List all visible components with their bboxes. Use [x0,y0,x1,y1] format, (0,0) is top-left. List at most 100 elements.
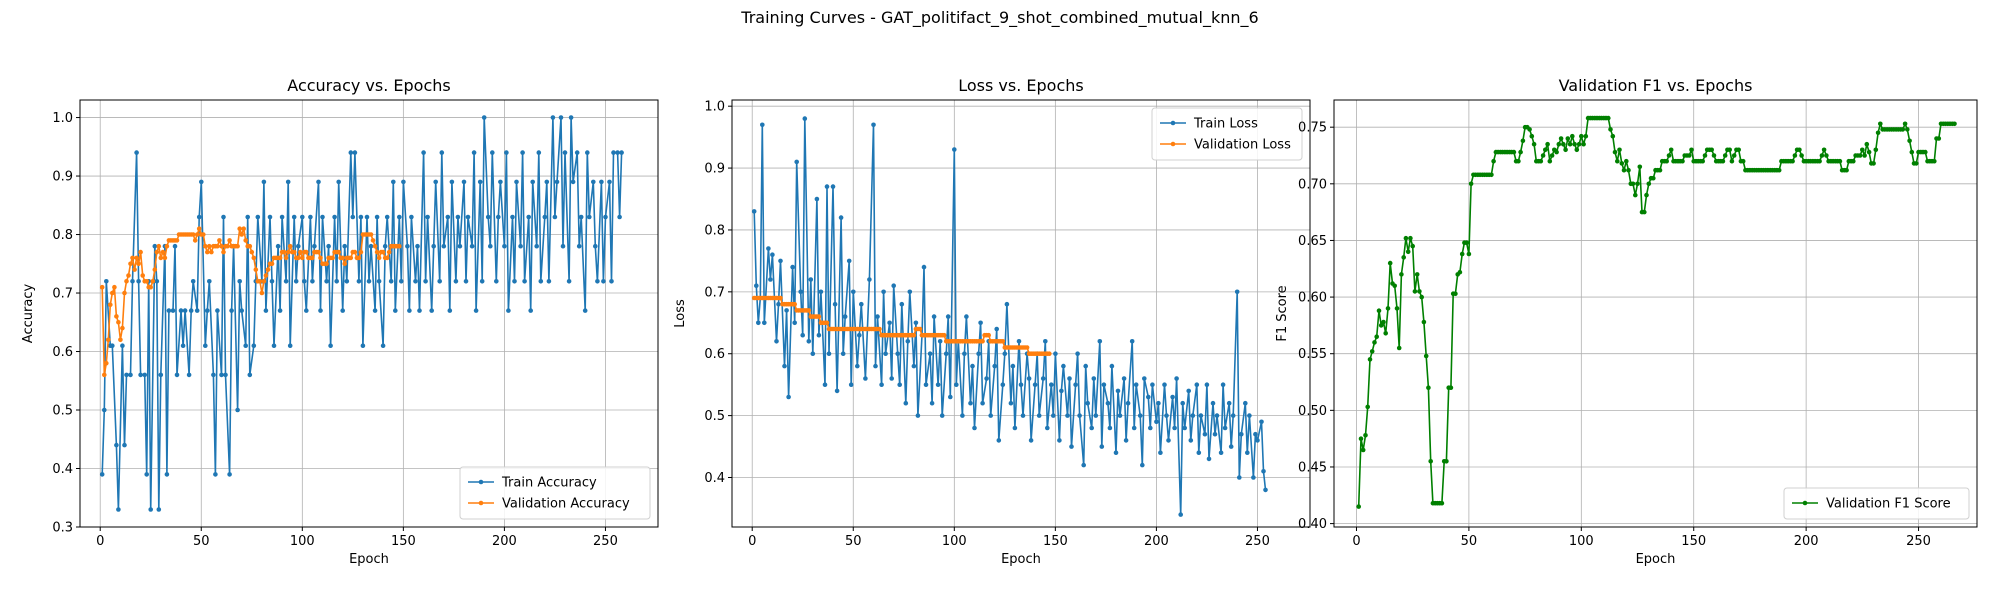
y-tick-label: 0.75 [1298,121,1327,136]
data-point [536,150,542,155]
data-point [1372,340,1377,345]
data-point [1680,158,1685,164]
data-point [1860,147,1865,153]
data-point [144,472,149,477]
data-point [1561,141,1566,147]
data-point [1574,147,1580,153]
data-point [1081,462,1086,468]
data-point [1612,149,1618,155]
legend-marker [1170,141,1176,147]
data-point [348,255,354,261]
data-point [929,400,935,406]
data-point [1166,438,1171,443]
data-point [770,252,775,257]
data-point [429,308,435,313]
data-point [1543,147,1548,153]
y-tick-label: 0.7 [52,287,73,302]
data-point [225,243,230,249]
data-point [1140,462,1145,468]
data-point [156,243,162,249]
data-point [190,232,196,237]
data-point [1520,138,1526,144]
data-point [1711,153,1717,158]
data-point [826,351,832,357]
data-point [842,314,848,319]
data-point [1819,153,1825,158]
data-point [1844,167,1849,173]
data-point [1878,121,1883,127]
data-point [1727,147,1732,153]
data-point [447,308,453,313]
data-point [756,320,761,326]
data-point [1642,209,1647,215]
data-point [358,249,364,255]
data-point [1045,425,1050,431]
data-point [1051,413,1056,418]
data-point [889,376,894,381]
data-point [205,308,210,313]
data-point [1043,339,1048,344]
data-point [534,243,539,249]
data-point [1154,419,1159,425]
data-point [469,243,475,249]
data-point [1567,141,1573,147]
data-point [471,150,477,155]
data-point [1109,363,1115,369]
data-point [152,267,158,272]
legend-box [1783,487,1970,520]
data-point [792,320,797,326]
data-point [261,279,267,284]
data-point [1182,425,1187,431]
data-point [99,284,105,290]
data-point [368,243,374,249]
data-point [126,273,131,278]
data-point [271,343,277,349]
data-point [320,214,325,220]
data-point [1871,161,1876,166]
data-point [554,179,560,185]
data-point [1358,436,1364,442]
data-point [1401,255,1406,260]
data-point [382,243,388,249]
data-point [1036,413,1042,418]
data-point [158,372,164,378]
data-point [285,249,291,255]
data-point [207,243,212,249]
data-point [1186,388,1191,394]
data-point [172,243,178,249]
data-point [380,343,386,349]
y-tick-label: 1.0 [52,111,73,126]
y-tick-label: 0.4 [704,471,725,486]
data-point [1356,504,1361,509]
data-point [1909,149,1915,155]
data-point [562,150,568,155]
data-point [360,343,366,349]
legend: Train Accuracy Validation Accuracy [459,466,651,520]
data-point [328,343,333,349]
data-point [514,179,519,185]
data-point [913,320,919,326]
data-point [116,320,121,325]
data-point [413,279,418,284]
data-point [603,214,608,220]
data-point [802,116,808,121]
data-point [538,279,544,284]
data-point [518,243,523,249]
data-point [570,179,576,185]
data-point [1439,500,1445,506]
data-point [1583,133,1589,139]
x-tick-label: 200 [1144,534,1169,549]
data-point [1403,235,1409,241]
data-point [1547,158,1553,164]
data-point [935,382,941,388]
data-point [1180,400,1185,406]
plot-frame [79,99,659,528]
x-tick-label: 200 [492,534,517,549]
y-tick-label: 0.5 [52,404,73,419]
data-point [330,255,335,261]
data-point [619,150,624,155]
data-point [142,372,147,378]
data-point [1637,164,1643,170]
data-point [1387,260,1393,266]
